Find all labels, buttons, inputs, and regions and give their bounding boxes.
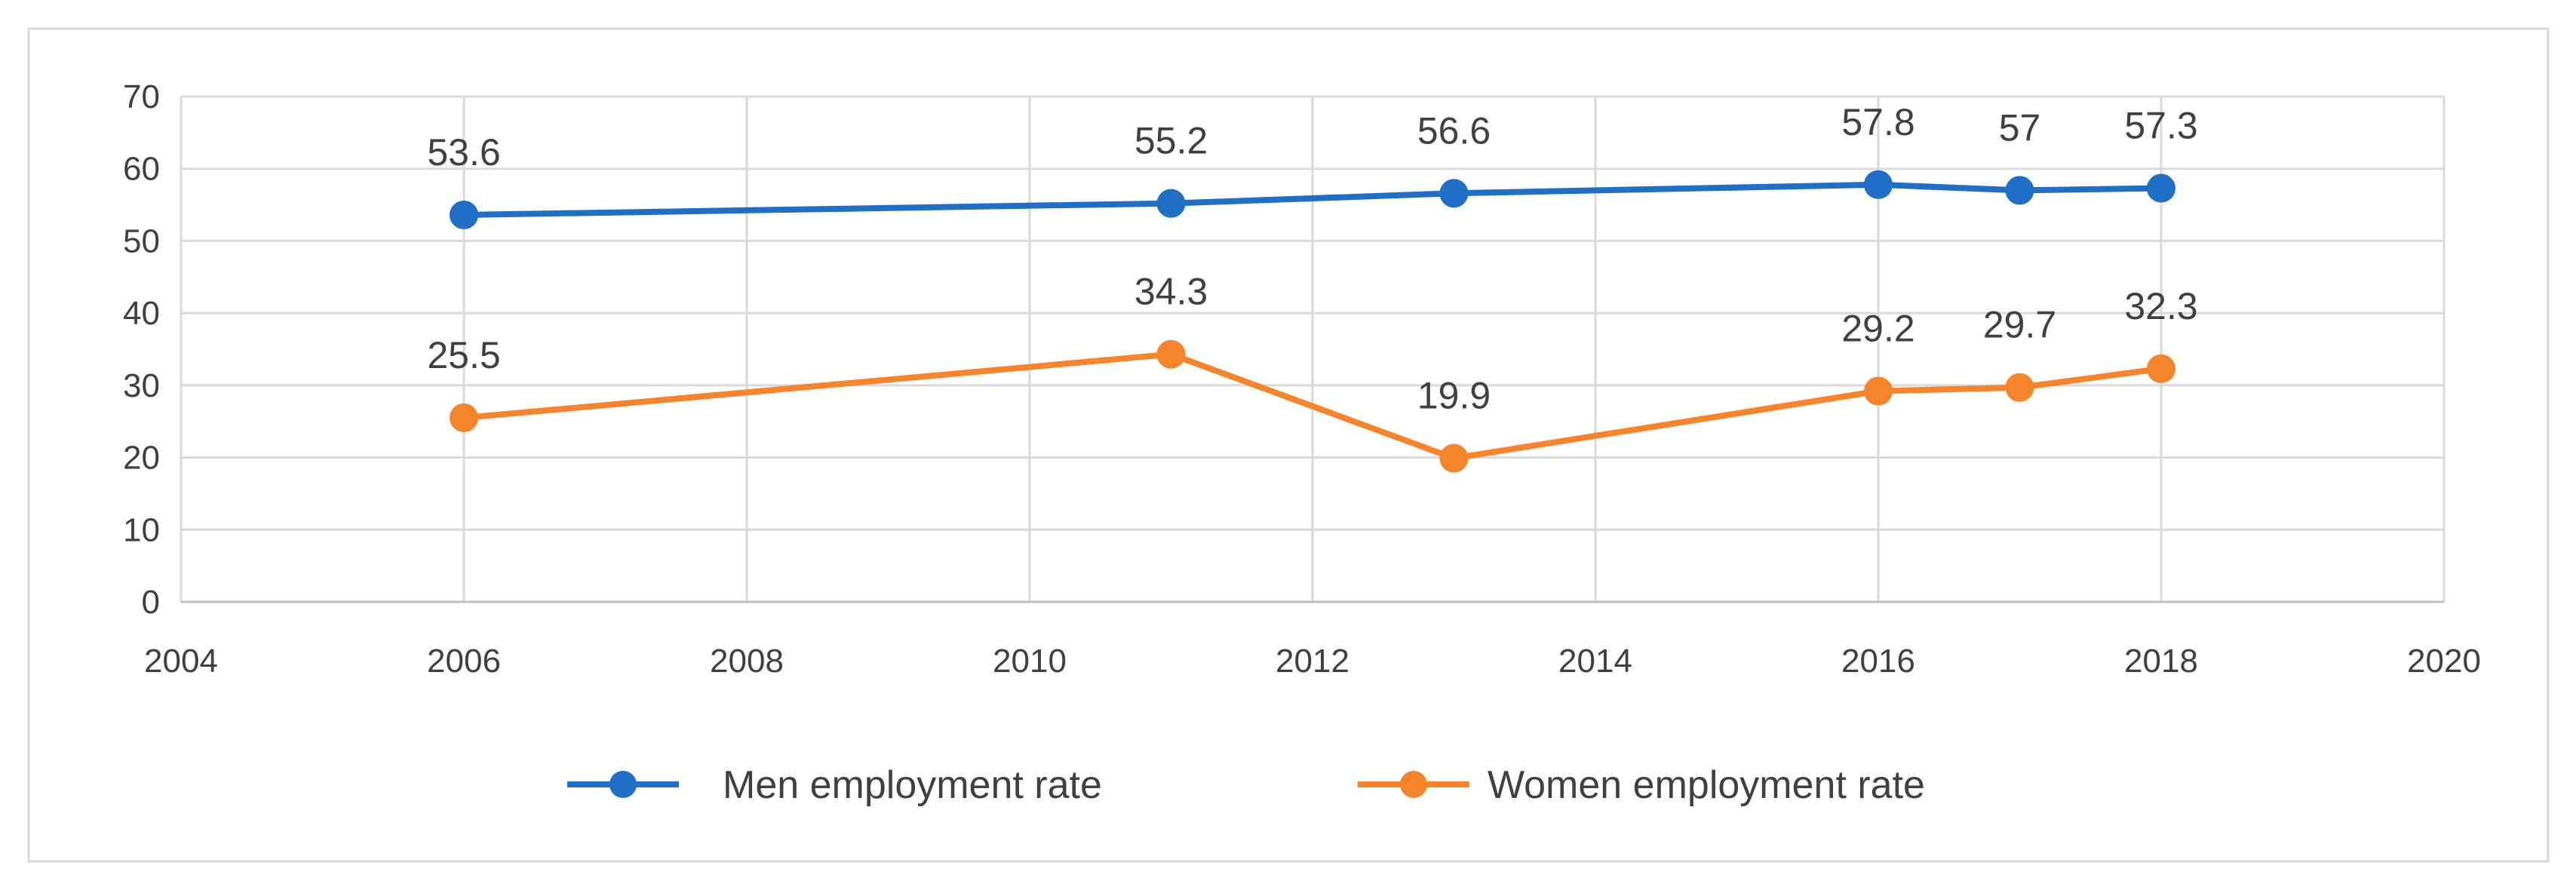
data-label: 57.3 xyxy=(2124,105,2197,147)
y-tick-label: 70 xyxy=(123,78,160,115)
grid xyxy=(180,95,2446,603)
x-tick-label: 2010 xyxy=(993,643,1067,680)
data-label: 55.2 xyxy=(1134,120,1208,162)
data-point xyxy=(1156,189,1186,218)
data-point xyxy=(2005,373,2034,402)
data-point xyxy=(450,200,478,229)
x-tick-label: 2018 xyxy=(2124,643,2198,680)
y-tick-label: 40 xyxy=(123,295,160,332)
data-point xyxy=(1864,376,1893,406)
legend-marker xyxy=(1400,771,1427,798)
data-label: 32.3 xyxy=(2124,285,2197,327)
legend-marker xyxy=(609,771,637,798)
data-label: 57 xyxy=(1999,106,2041,149)
x-tick-label: 2016 xyxy=(1841,643,1915,680)
data-label: 34.3 xyxy=(1134,271,1208,313)
legend-label: Men employment rate xyxy=(723,763,1102,807)
y-tick-label: 60 xyxy=(123,151,160,188)
data-label: 19.9 xyxy=(1417,375,1491,417)
x-tick-label: 2020 xyxy=(2407,643,2481,680)
series-group xyxy=(450,170,2175,473)
y-tick-label: 20 xyxy=(123,440,160,477)
x-tick-label: 2006 xyxy=(427,643,501,680)
axes: 0 10 20 30 40 50 60 70 2004 2006 2008 2010 2012 2014 2… xyxy=(123,78,2481,680)
data-point xyxy=(1439,443,1469,473)
data-point xyxy=(1156,339,1186,369)
y-tick-label: 0 xyxy=(142,584,160,621)
x-tick-label: 2014 xyxy=(1558,643,1632,680)
data-label: 29.7 xyxy=(1983,304,2056,346)
data-point xyxy=(2147,173,2175,203)
x-tick-label: 2012 xyxy=(1276,643,1349,680)
data-label: 53.6 xyxy=(427,131,500,173)
data-point xyxy=(1864,170,1893,199)
data-label: 25.5 xyxy=(427,334,500,376)
series-line-women xyxy=(461,351,2164,462)
x-tick-label: 2008 xyxy=(710,643,784,680)
data-point xyxy=(450,403,478,432)
data-point xyxy=(2147,354,2175,383)
y-tick-label: 30 xyxy=(123,367,160,404)
y-tick-label: 10 xyxy=(123,511,160,548)
data-label: 57.8 xyxy=(1841,101,1914,143)
x-tick-label: 2004 xyxy=(144,643,218,680)
data-point xyxy=(1439,179,1469,208)
legend: Men employment rate Women employment rate xyxy=(567,763,1925,807)
data-point xyxy=(2005,176,2034,205)
data-labels: 53.6 55.2 56.6 57.8 57 57.3 25.5 34.3 19.9 29.2 29… xyxy=(427,101,2197,417)
y-tick-label: 50 xyxy=(123,222,160,259)
legend-item: Men employment rate xyxy=(567,763,1102,807)
chart-border xyxy=(27,27,2550,863)
series-line-men xyxy=(461,181,2164,218)
data-label: 29.2 xyxy=(1841,308,1914,350)
data-label: 56.6 xyxy=(1417,109,1491,152)
legend-label: Women employment rate xyxy=(1488,763,1925,807)
legend-item: Women employment rate xyxy=(1358,763,1925,807)
